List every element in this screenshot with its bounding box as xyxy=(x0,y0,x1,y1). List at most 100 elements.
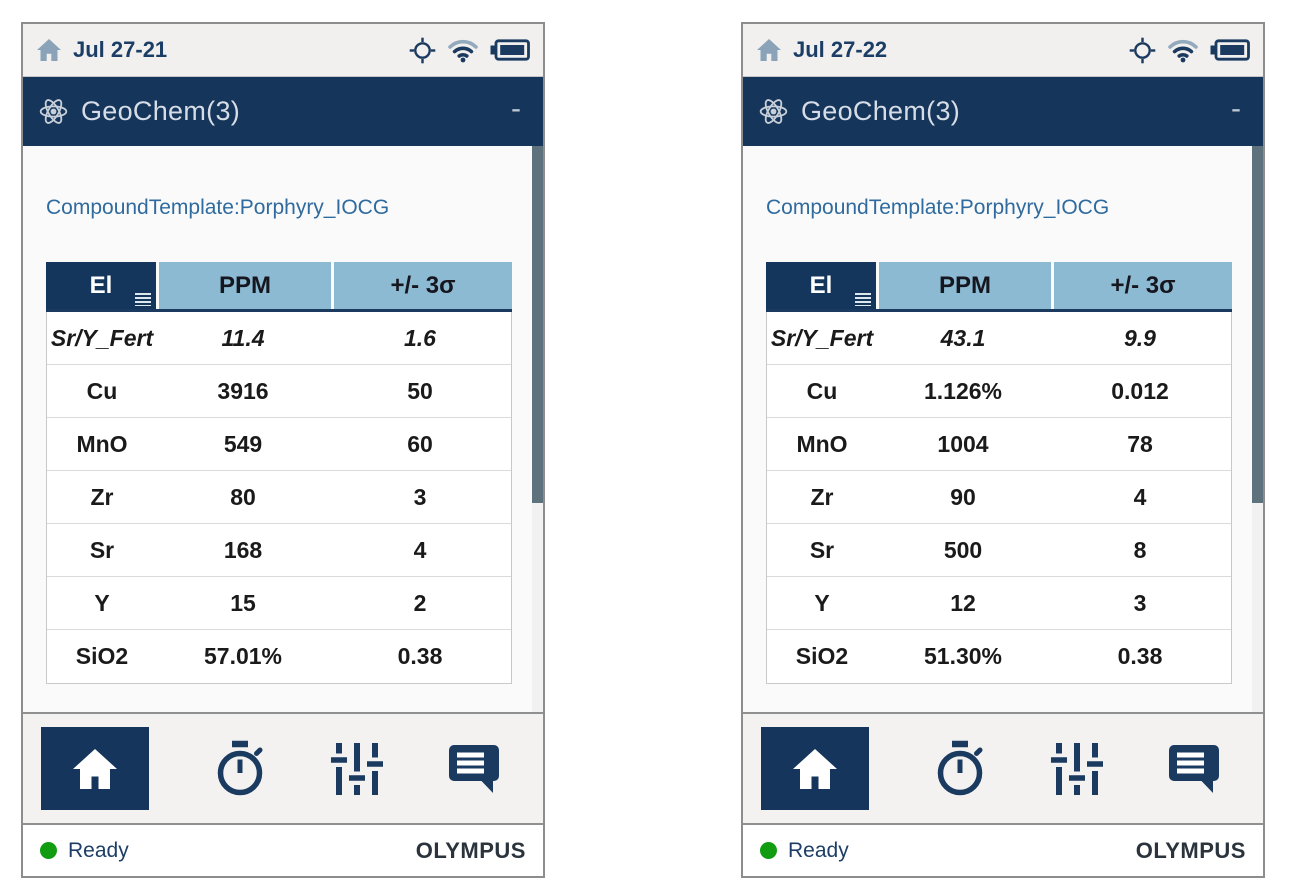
ppm-cell: 549 xyxy=(223,430,263,457)
table-row[interactable]: Sr 500 8 xyxy=(767,524,1231,577)
sigma-cell: 50 xyxy=(407,377,433,404)
sigma-cell: 9.9 xyxy=(1124,324,1156,351)
element-cell: SiO2 xyxy=(75,643,129,669)
app-title: GeoChem(3) xyxy=(81,96,241,126)
results-area: CompoundTemplate:Porphyry_IOCG El PPM +/… xyxy=(23,146,543,712)
battery-icon xyxy=(1210,39,1250,61)
ppm-cell: 90 xyxy=(950,483,976,510)
element-cell: MnO xyxy=(796,430,848,457)
element-cell: Y xyxy=(814,589,830,616)
table-row[interactable]: MnO 1004 78 xyxy=(767,418,1231,471)
nav-test-button[interactable] xyxy=(933,740,987,798)
compound-template-label: CompoundTemplate:Porphyry_IOCG xyxy=(766,196,1110,219)
nav-test-button[interactable] xyxy=(213,740,267,798)
column-menu-icon[interactable] xyxy=(855,293,871,306)
minimize-button[interactable]: - xyxy=(1231,91,1241,125)
app-title-bar: GeoChem(3) - xyxy=(743,77,1263,146)
chat-icon xyxy=(1167,743,1221,795)
header-element-label: El xyxy=(89,271,113,299)
olympus-logo: OLYMPUS xyxy=(415,837,526,863)
header-ppm-column[interactable]: PPM xyxy=(879,262,1051,309)
sigma-cell: 0.012 xyxy=(1111,377,1169,404)
results-table-header: El PPM +/- 3σ xyxy=(766,262,1232,312)
element-cell: Sr/Y_Fert xyxy=(50,324,154,351)
table-row[interactable]: Cu 3916 50 xyxy=(47,365,511,418)
results-table: El PPM +/- 3σ Sr/Y_Fert 11.4 1.6 Cu xyxy=(46,262,512,684)
sigma-cell: 3 xyxy=(1133,589,1147,616)
sigma-cell: 78 xyxy=(1127,430,1153,457)
results-table-body: Sr/Y_Fert 11.4 1.6 Cu 3916 50 MnO 549 60 xyxy=(46,312,512,684)
wifi-icon xyxy=(447,38,479,63)
table-row[interactable]: Sr/Y_Fert 11.4 1.6 xyxy=(47,312,511,365)
compound-template-label: CompoundTemplate:Porphyry_IOCG xyxy=(46,196,390,219)
header-element-column[interactable]: El xyxy=(766,262,876,309)
system-status-bar: Jul 27-22 xyxy=(743,24,1263,77)
ppm-cell: 1.126% xyxy=(923,377,1002,404)
table-row[interactable]: Zr 90 4 xyxy=(767,471,1231,524)
scrollbar-thumb[interactable] xyxy=(532,146,543,503)
sigma-cell: 1.6 xyxy=(404,324,436,351)
nav-messages-button[interactable] xyxy=(447,743,501,795)
olympus-logo: OLYMPUS xyxy=(1135,837,1246,863)
app-title-bar: GeoChem(3) - xyxy=(23,77,543,146)
analyzer-screen-1: Jul 27-21 GeoChem(3) - CompoundTemplate:… xyxy=(21,22,545,878)
table-row[interactable]: SiO2 51.30% 0.38 xyxy=(767,630,1231,683)
app-title: GeoChem(3) xyxy=(801,96,961,126)
header-sigma-column[interactable]: +/- 3σ xyxy=(334,262,512,309)
sigma-cell: 2 xyxy=(413,589,427,616)
table-row[interactable]: Sr/Y_Fert 43.1 9.9 xyxy=(767,312,1231,365)
table-row[interactable]: Y 15 2 xyxy=(47,577,511,630)
home-icon xyxy=(70,747,120,791)
element-cell: Cu xyxy=(86,377,118,404)
table-row[interactable]: Y 12 3 xyxy=(767,577,1231,630)
ready-status-dot xyxy=(40,842,57,859)
header-sigma-column[interactable]: +/- 3σ xyxy=(1054,262,1232,309)
ppm-cell: 51.30% xyxy=(923,643,1002,669)
nav-settings-button[interactable] xyxy=(331,741,383,797)
element-cell: MnO xyxy=(76,430,128,457)
system-status-bar: Jul 27-21 xyxy=(23,24,543,77)
results-table-header: El PPM +/- 3σ xyxy=(46,262,512,312)
bottom-nav xyxy=(23,712,543,825)
analyzer-screen-2: Jul 27-22 GeoChem(3) - CompoundTemplate:… xyxy=(741,22,1265,878)
nav-home-button[interactable] xyxy=(761,727,869,810)
nav-messages-button[interactable] xyxy=(1167,743,1221,795)
sigma-cell: 0.38 xyxy=(397,643,443,669)
bottom-nav xyxy=(743,712,1263,825)
header-element-label: El xyxy=(809,271,833,299)
header-ppm-column[interactable]: PPM xyxy=(159,262,331,309)
scrollbar-thumb[interactable] xyxy=(1252,146,1263,503)
sigma-cell: 8 xyxy=(1133,536,1147,563)
column-menu-icon[interactable] xyxy=(135,293,151,306)
table-row[interactable]: MnO 549 60 xyxy=(47,418,511,471)
home-icon xyxy=(790,747,840,791)
minimize-button[interactable]: - xyxy=(511,91,521,125)
ppm-cell: 1004 xyxy=(937,430,989,457)
results-area: CompoundTemplate:Porphyry_IOCG El PPM +/… xyxy=(743,146,1263,712)
scrollbar xyxy=(1252,146,1263,712)
header-element-column[interactable]: El xyxy=(46,262,156,309)
device-status-bar: Ready OLYMPUS xyxy=(743,825,1263,876)
ppm-cell: 168 xyxy=(223,536,263,563)
nav-home-button[interactable] xyxy=(41,727,149,810)
device-status-bar: Ready OLYMPUS xyxy=(23,825,543,876)
table-row[interactable]: Sr 168 4 xyxy=(47,524,511,577)
results-table: El PPM +/- 3σ Sr/Y_Fert 43.1 9.9 Cu xyxy=(766,262,1232,684)
element-cell: Zr xyxy=(90,483,114,510)
nav-settings-button[interactable] xyxy=(1051,741,1103,797)
table-row[interactable]: Zr 80 3 xyxy=(47,471,511,524)
date-label: Jul 27-21 xyxy=(73,37,168,62)
element-cell: Y xyxy=(94,589,110,616)
element-cell: Cu xyxy=(806,377,838,404)
home-icon[interactable] xyxy=(756,38,782,62)
ppm-cell: 3916 xyxy=(217,377,269,404)
ppm-cell: 80 xyxy=(230,483,256,510)
table-row[interactable]: Cu 1.126% 0.012 xyxy=(767,365,1231,418)
home-icon[interactable] xyxy=(36,38,62,62)
sliders-icon xyxy=(1051,741,1103,797)
stopwatch-icon xyxy=(933,740,987,798)
ppm-cell: 57.01% xyxy=(203,643,282,669)
table-row[interactable]: SiO2 57.01% 0.38 xyxy=(47,630,511,683)
date-label: Jul 27-22 xyxy=(793,37,888,62)
wifi-icon xyxy=(1167,38,1199,63)
